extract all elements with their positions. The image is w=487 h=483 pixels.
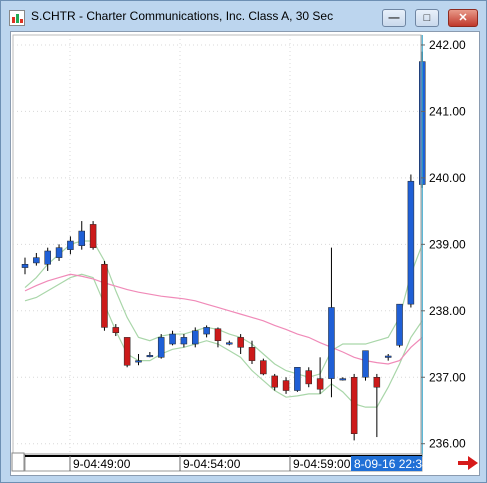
candle-body xyxy=(237,337,244,348)
candle-body xyxy=(282,380,290,391)
time-tick-label: 9-04:59:00 xyxy=(293,457,351,471)
maximize-icon: □ xyxy=(423,12,431,24)
candle-body xyxy=(112,327,120,333)
close-icon: ✕ xyxy=(458,12,468,24)
candle-body xyxy=(271,375,278,388)
time-axis: 9-04:49:00 9-04:54:00 9-04:59:00 8-09-16 22… xyxy=(24,453,446,472)
candle-body xyxy=(89,224,97,248)
price-tick-label: 241.00 xyxy=(429,104,466,118)
candle-body xyxy=(203,327,210,335)
time-tick-label: 9-04:49:00 xyxy=(73,457,131,471)
scroll-right-icon[interactable] xyxy=(458,456,478,470)
moving-average-line xyxy=(24,273,423,365)
window-title: S.CHTR - Charter Communications, Inc. Cl… xyxy=(31,9,334,23)
candle-body xyxy=(180,337,188,345)
candle-body xyxy=(135,360,142,363)
time-tick-label: 9-04:54:00 xyxy=(183,457,241,471)
price-tick-label: 242.00 xyxy=(429,38,466,52)
price-tick-label: 240.00 xyxy=(429,171,466,185)
price-tick-label: 237.00 xyxy=(429,370,466,384)
candle-body xyxy=(21,264,29,268)
candle-body xyxy=(328,307,335,379)
price-chart[interactable]: 242.00 241.00 240.00 239.00 238.00 237.00 236.… xyxy=(11,32,479,475)
candle-body xyxy=(373,377,381,388)
candle-body xyxy=(157,337,165,358)
candle-body xyxy=(226,342,233,345)
candle-body xyxy=(33,257,40,264)
candle-body xyxy=(362,350,369,378)
candle-body xyxy=(123,337,131,366)
candle-body xyxy=(384,355,392,358)
candle-body xyxy=(78,230,85,246)
candle-body xyxy=(396,303,403,346)
candle-body xyxy=(55,247,63,258)
minimize-icon: — xyxy=(388,12,400,24)
price-tick-label: 239.00 xyxy=(429,237,466,251)
price-tick-label: 236.00 xyxy=(429,437,466,451)
chart-app-icon[interactable] xyxy=(9,10,25,26)
scroll-thumb[interactable] xyxy=(11,452,25,472)
close-button[interactable]: ✕ xyxy=(448,9,478,27)
time-highlight-box xyxy=(351,456,422,471)
time-highlight-label: 8-09-16 22:34:00 xyxy=(354,457,446,471)
candle-body xyxy=(67,240,74,250)
plot-area xyxy=(12,34,422,458)
candle-body xyxy=(192,330,199,345)
maximize-button[interactable]: □ xyxy=(415,9,439,27)
price-tick-label: 238.00 xyxy=(429,304,466,318)
candle-body xyxy=(339,378,347,381)
candle-body xyxy=(294,367,301,391)
candle-body xyxy=(214,328,222,341)
candle-body xyxy=(305,370,312,385)
candle-body xyxy=(44,250,51,265)
candle-body xyxy=(146,355,154,358)
price-axis: 242.00 241.00 240.00 239.00 238.00 237.00 236.… xyxy=(420,35,466,457)
candle-body xyxy=(260,360,267,375)
candle-body xyxy=(248,347,256,361)
candle-body xyxy=(169,333,176,345)
chart-client-area[interactable]: 242.00 241.00 240.00 239.00 238.00 237.00 236.… xyxy=(10,31,480,476)
candle-body xyxy=(407,180,415,305)
title-bar[interactable]: S.CHTR - Charter Communications, Inc. Cl… xyxy=(1,1,486,31)
candle-body xyxy=(350,377,358,434)
minimize-button[interactable]: — xyxy=(382,9,406,27)
candle-body xyxy=(316,378,324,390)
candle-body xyxy=(101,264,108,328)
